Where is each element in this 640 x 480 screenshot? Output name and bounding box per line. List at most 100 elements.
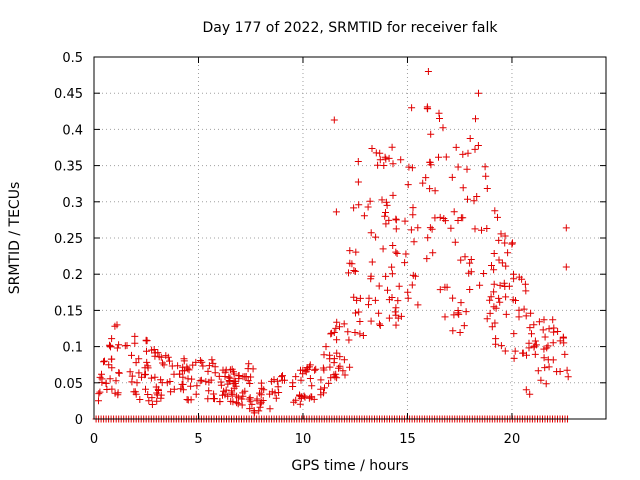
data-point bbox=[299, 366, 307, 374]
data-point bbox=[509, 239, 516, 247]
data-point bbox=[490, 303, 498, 311]
data-point bbox=[178, 380, 186, 388]
data-point bbox=[537, 376, 545, 384]
data-point bbox=[392, 248, 400, 256]
data-point bbox=[389, 160, 397, 168]
data-point bbox=[142, 337, 150, 345]
data-point bbox=[541, 364, 549, 372]
y-tick-label: 0.25 bbox=[54, 232, 83, 247]
data-point bbox=[350, 293, 358, 301]
data-point bbox=[504, 249, 512, 257]
data-point bbox=[131, 339, 139, 347]
data-point bbox=[102, 379, 110, 387]
data-point bbox=[376, 320, 383, 328]
data-point bbox=[448, 173, 456, 181]
data-point bbox=[155, 387, 162, 394]
data-point bbox=[131, 332, 139, 340]
data-point bbox=[296, 392, 304, 400]
data-point bbox=[383, 201, 391, 209]
data-point bbox=[144, 391, 152, 398]
data-point bbox=[544, 342, 552, 350]
data-point bbox=[113, 321, 121, 329]
data-point bbox=[528, 330, 535, 338]
data-point bbox=[392, 215, 400, 223]
data-point bbox=[184, 375, 192, 383]
data-point bbox=[346, 247, 354, 255]
data-point bbox=[388, 294, 396, 301]
data-point bbox=[168, 362, 176, 370]
data-point bbox=[495, 236, 503, 244]
data-point bbox=[530, 342, 538, 350]
data-point bbox=[488, 323, 496, 331]
data-point bbox=[392, 225, 400, 233]
data-point bbox=[260, 386, 268, 394]
data-point bbox=[205, 387, 213, 395]
data-point bbox=[108, 364, 116, 372]
data-point bbox=[388, 143, 396, 151]
data-point bbox=[163, 379, 171, 387]
data-point bbox=[435, 109, 443, 117]
data-point bbox=[449, 294, 457, 302]
data-point bbox=[564, 373, 572, 381]
data-point bbox=[183, 396, 191, 403]
data-point bbox=[391, 308, 399, 316]
data-point bbox=[356, 330, 364, 338]
data-point bbox=[452, 143, 460, 151]
data-point bbox=[115, 369, 123, 377]
data-point bbox=[385, 154, 393, 162]
data-point bbox=[379, 245, 387, 253]
data-point bbox=[498, 259, 506, 267]
data-point bbox=[522, 386, 530, 394]
data-point bbox=[257, 391, 265, 399]
data-point bbox=[422, 174, 430, 182]
data-point bbox=[228, 365, 236, 373]
y-tick-label: 0.45 bbox=[54, 87, 83, 102]
data-point bbox=[495, 294, 503, 302]
data-point bbox=[348, 260, 356, 268]
data-point bbox=[238, 395, 246, 403]
data-point bbox=[135, 369, 143, 377]
data-point bbox=[249, 365, 257, 373]
data-point bbox=[135, 355, 143, 363]
data-point bbox=[215, 372, 223, 380]
data-point bbox=[521, 280, 529, 288]
data-point bbox=[292, 373, 300, 381]
data-point bbox=[333, 318, 341, 326]
data-point bbox=[355, 308, 363, 316]
data-point bbox=[561, 350, 569, 358]
data-point bbox=[179, 373, 187, 381]
data-point bbox=[350, 204, 358, 212]
data-point bbox=[222, 366, 230, 374]
data-point bbox=[151, 349, 159, 357]
data-point bbox=[483, 225, 491, 232]
data-point bbox=[238, 401, 246, 409]
data-point bbox=[401, 217, 409, 225]
data-point bbox=[394, 314, 402, 322]
data-point bbox=[483, 315, 491, 323]
data-point bbox=[365, 301, 372, 309]
data-point bbox=[115, 369, 123, 377]
data-point bbox=[476, 281, 484, 289]
data-point bbox=[450, 311, 458, 319]
data-point bbox=[471, 145, 479, 153]
data-point bbox=[424, 234, 432, 242]
data-point bbox=[162, 352, 170, 360]
data-point bbox=[419, 179, 427, 187]
data-point bbox=[436, 286, 444, 294]
data-point bbox=[371, 296, 379, 304]
data-point bbox=[132, 359, 140, 367]
data-point bbox=[427, 130, 435, 138]
data-point bbox=[464, 149, 472, 157]
x-tick-label: 20 bbox=[504, 432, 521, 447]
data-point bbox=[466, 135, 474, 142]
data-point bbox=[266, 390, 274, 398]
data-point bbox=[107, 343, 114, 351]
data-point bbox=[527, 309, 535, 317]
x-tick-label: 0 bbox=[90, 432, 98, 447]
data-point bbox=[321, 384, 328, 392]
data-point bbox=[510, 354, 518, 362]
data-point bbox=[381, 153, 389, 161]
data-point bbox=[397, 156, 405, 164]
data-point bbox=[490, 288, 498, 296]
data-point bbox=[145, 397, 153, 405]
